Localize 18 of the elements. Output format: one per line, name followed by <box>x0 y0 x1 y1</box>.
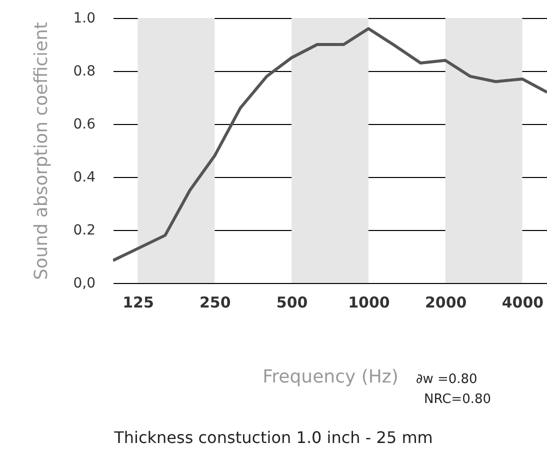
x-tick-label: 125 <box>122 294 154 312</box>
y-tick-label: 1.0 <box>73 10 96 26</box>
x-tick-label: 1000 <box>348 294 390 312</box>
text: ∂w =0.80 <box>416 372 478 387</box>
line-series <box>113 27 547 262</box>
y-tick-label: 0.4 <box>73 170 96 186</box>
y-tick-label: 0.6 <box>73 116 96 132</box>
x-tick-label: 2000 <box>424 294 467 312</box>
y-tick-label: 0,0 <box>73 276 96 292</box>
y-axis-title: Sound absorption coefficient <box>31 22 52 280</box>
x-tick-label: 4000 <box>502 294 544 312</box>
x-axis-title: Frequency (Hz) <box>262 366 398 388</box>
y-tick-label: 0.2 <box>73 222 96 238</box>
text: NRC=0.80 <box>424 392 492 407</box>
x-tick-label: 500 <box>276 294 308 312</box>
text: Thickness constuction 1.0 inch - 25 mm <box>113 428 434 447</box>
y-tick-label: 0.8 <box>73 64 96 80</box>
x-tick-label: 250 <box>199 294 231 312</box>
